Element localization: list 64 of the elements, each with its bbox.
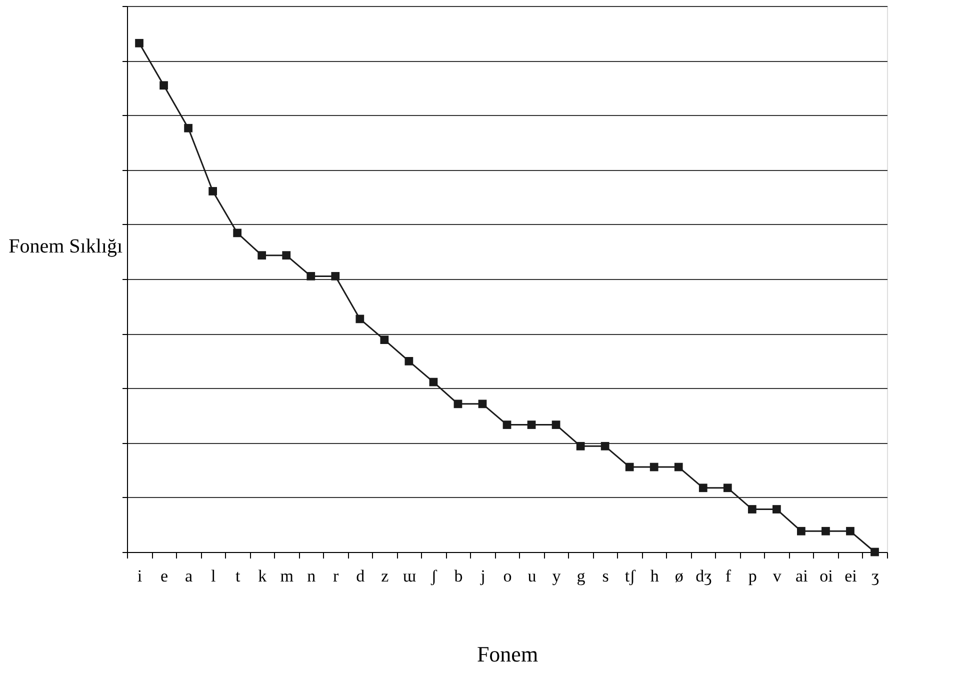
point [478,400,487,408]
point [454,400,462,408]
point [429,378,438,386]
x-tick-label: b [454,566,463,586]
point [135,38,144,48]
x-tick-label: i [137,566,142,586]
x-tick-label: t [235,566,240,586]
point [306,272,316,280]
x-tick-label: ø [674,566,684,586]
point [331,272,340,280]
x-tick-label: ɯ [402,566,416,586]
x-tick-label: n [307,566,316,586]
x-tick-label: u [528,566,537,586]
point [822,526,830,536]
point [650,462,658,472]
point [723,484,732,492]
x-tick-label: m [280,566,294,586]
x-tick-label: dʒ [696,566,712,586]
x-tick-label: f [725,566,732,586]
x-tick-label: z [381,566,390,586]
x-tick-label: r [333,566,340,586]
point [527,420,536,429]
x-tick-label: y [552,566,562,586]
point [208,187,217,196]
point [748,505,756,514]
x-tick-label: a [185,566,194,586]
point [502,420,512,429]
x-tick-label: ʒ [871,566,880,586]
point [282,251,291,260]
point [404,356,414,366]
x-tick-label: ai [796,566,808,586]
x-tick-label: l [210,566,216,586]
point [600,442,610,450]
point [625,462,634,472]
point [698,484,708,492]
point [380,336,389,344]
point [356,314,364,324]
y-axis-title: Fonem Sıklığı [8,236,123,258]
x-tick-label: d [356,566,366,586]
x-tick-label: e [160,566,168,586]
point [870,548,879,556]
x-tick-label: k [258,566,268,586]
point [160,81,168,90]
point [233,228,242,238]
point [846,526,854,536]
x-tick-label: v [772,566,782,586]
x-tick-label: oi [820,566,834,586]
x-tick-label: h [650,566,660,586]
x-tick-label: j [480,566,486,586]
point [576,442,585,450]
x-tick-label: p [748,566,757,586]
x-axis-title: Fonem [476,642,538,666]
point [797,526,806,536]
x-tick-label: ei [844,566,858,586]
x-tick-label: ʃ [430,566,438,586]
point [772,505,781,514]
point [674,462,683,472]
x-tick-label: g [576,566,586,586]
x-tick-label: o [503,566,512,586]
point [552,420,560,429]
point [184,124,192,132]
x-tick-label: tʃ [624,566,636,586]
point [258,251,266,260]
x-tick-label: s [602,566,609,586]
